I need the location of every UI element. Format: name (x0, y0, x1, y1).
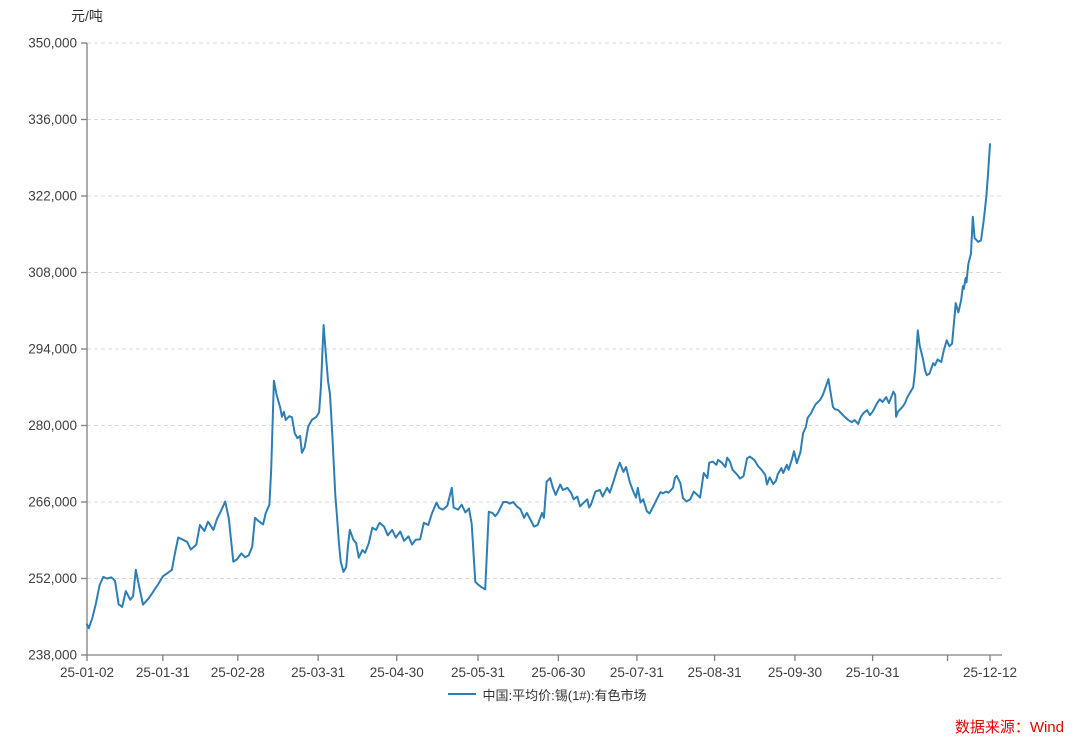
y-axis-unit-label: 元/吨 (71, 8, 103, 24)
x-tick-label: 25-03-31 (291, 665, 345, 680)
y-tick-label: 350,000 (28, 36, 77, 51)
x-tick-label: 25-01-02 (60, 665, 114, 680)
y-tick-label: 294,000 (28, 342, 77, 357)
y-tick-label: 336,000 (28, 112, 77, 127)
x-tick-label: 25-07-31 (610, 665, 664, 680)
chart-legend: 中国:平均价:锡(1#):有色市场 (0, 684, 1080, 704)
x-tick-label: 25-08-31 (688, 665, 742, 680)
x-tick-label: 25-10-31 (846, 665, 900, 680)
y-tick-label: 280,000 (28, 418, 77, 433)
y-tick-label: 308,000 (28, 265, 77, 280)
legend-series-label: 中国:平均价:锡(1#):有色市场 (482, 687, 647, 703)
y-tick-label: 266,000 (28, 495, 77, 510)
legend-line-swatch (447, 693, 476, 695)
x-tick-label: 25-01-31 (136, 665, 190, 680)
x-tick-label: 25-02-28 (211, 665, 265, 680)
x-tick-label: 25-04-30 (370, 665, 424, 680)
y-tick-label: 252,000 (28, 571, 77, 586)
series-line (86, 143, 991, 630)
x-tick-label: 25-05-31 (451, 665, 505, 680)
y-tick-label: 238,000 (28, 648, 77, 663)
data-source-note: 数据来源：Wind (954, 719, 1064, 736)
x-tick-label: 25-06-30 (531, 665, 585, 680)
y-tick-label: 322,000 (28, 189, 77, 204)
x-tick-label: 25-09-30 (768, 665, 822, 680)
x-tick-label: 25-12-12 (963, 665, 1017, 680)
